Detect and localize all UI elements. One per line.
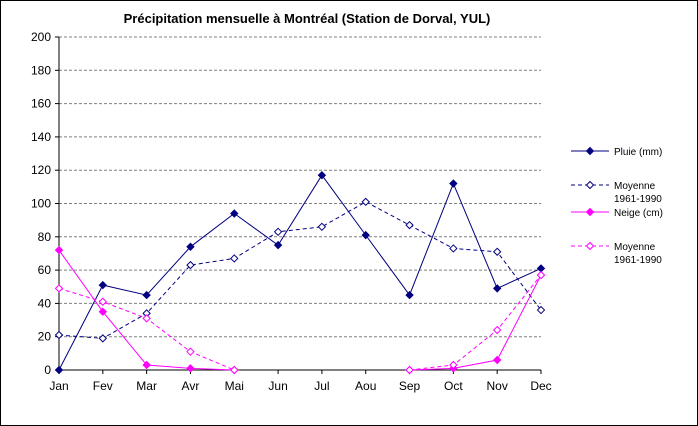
- y-tick-label: 0: [44, 363, 51, 377]
- axis-layer: 0 20 40 60 80 100 120 140 160 180 200 Jan Fev Mar Avr M…: [31, 30, 552, 393]
- data-point: [230, 209, 239, 218]
- data-point: [98, 307, 108, 316]
- series-line: [409, 274, 542, 371]
- data-point: [317, 170, 327, 180]
- data-point: [536, 264, 546, 273]
- data-point: [449, 179, 458, 188]
- data-point: [142, 360, 151, 370]
- series-4: [54, 270, 546, 375]
- legend-marker: [585, 241, 595, 251]
- legend-marker: [585, 146, 595, 156]
- y-tick-label: 140: [31, 130, 51, 144]
- legend-marker: [585, 180, 595, 190]
- x-tick-label: Aou: [355, 379, 376, 393]
- legend-entry: Pluie (mm): [614, 147, 662, 158]
- data-point: [98, 334, 108, 343]
- data-point: [449, 244, 458, 253]
- series-line: [409, 274, 542, 371]
- data-point: [492, 355, 502, 365]
- data-point: [54, 245, 64, 255]
- y-tick-label: 120: [31, 163, 51, 177]
- y-tick-label: 60: [38, 263, 52, 277]
- x-tick-label: Oct: [444, 379, 463, 393]
- series-3: [54, 245, 546, 375]
- x-tick-label: Jul: [314, 379, 329, 393]
- data-point: [54, 330, 64, 340]
- y-tick-label: 80: [38, 230, 52, 244]
- x-tick-label: Jan: [49, 379, 68, 393]
- data-point: [230, 365, 239, 375]
- y-tick-label: 160: [31, 97, 51, 111]
- x-tick-label: Nov: [487, 379, 508, 393]
- data-point: [186, 260, 195, 270]
- data-point: [186, 364, 195, 373]
- data-point: [54, 284, 64, 293]
- data-point: [536, 305, 546, 315]
- data-point: [142, 314, 151, 323]
- data-point: [142, 290, 151, 300]
- legend-entry: Moyenne 1961-1990: [614, 181, 662, 205]
- x-tick-label: Sep: [399, 379, 421, 393]
- chart-title: Précipitation mensuelle à Montréal (Stat…: [124, 11, 491, 26]
- data-point: [449, 360, 458, 370]
- data-point: [492, 284, 502, 293]
- data-point: [405, 290, 414, 300]
- legend-entry: Neige (cm): [614, 208, 663, 219]
- data-point: [405, 365, 414, 375]
- data-point: [273, 227, 283, 237]
- data-point: [186, 347, 195, 356]
- data-point: [492, 325, 502, 335]
- y-tick-label: 180: [31, 63, 51, 77]
- y-tick-label: 100: [31, 197, 51, 211]
- data-point: [361, 230, 370, 240]
- series-line: [58, 287, 235, 371]
- data-point: [54, 365, 64, 375]
- series-2: [54, 197, 546, 343]
- data-point: [361, 197, 370, 207]
- x-tick-label: Jun: [268, 379, 287, 393]
- x-tick-label: Avr: [182, 379, 200, 393]
- series-layer: [54, 170, 546, 375]
- y-tick-label: 200: [31, 30, 51, 44]
- series-1: [54, 170, 546, 375]
- legend-entry: Moyenne 1961-1990: [614, 242, 662, 266]
- series-line: [58, 174, 542, 371]
- data-point: [273, 240, 283, 250]
- data-point: [536, 270, 546, 280]
- x-tick-label: Mai: [225, 379, 244, 393]
- data-point: [405, 220, 414, 230]
- legend-marker: [585, 207, 595, 217]
- data-point: [98, 280, 108, 290]
- data-point: [186, 242, 195, 251]
- y-tick-label: 40: [38, 296, 52, 310]
- series-line: [58, 201, 542, 339]
- x-tick-label: Fev: [93, 379, 113, 393]
- x-tick-label: Dec: [530, 379, 551, 393]
- data-point: [230, 254, 239, 263]
- grid-layer: [59, 36, 541, 338]
- data-point: [317, 222, 327, 232]
- data-point: [492, 247, 502, 256]
- legend: Pluie (mm) Moyenne 1961-1990 Neige (cm) Moye…: [571, 146, 663, 266]
- y-tick-label: 20: [38, 330, 52, 344]
- x-tick-label: Mar: [136, 379, 157, 393]
- data-point: [98, 297, 108, 306]
